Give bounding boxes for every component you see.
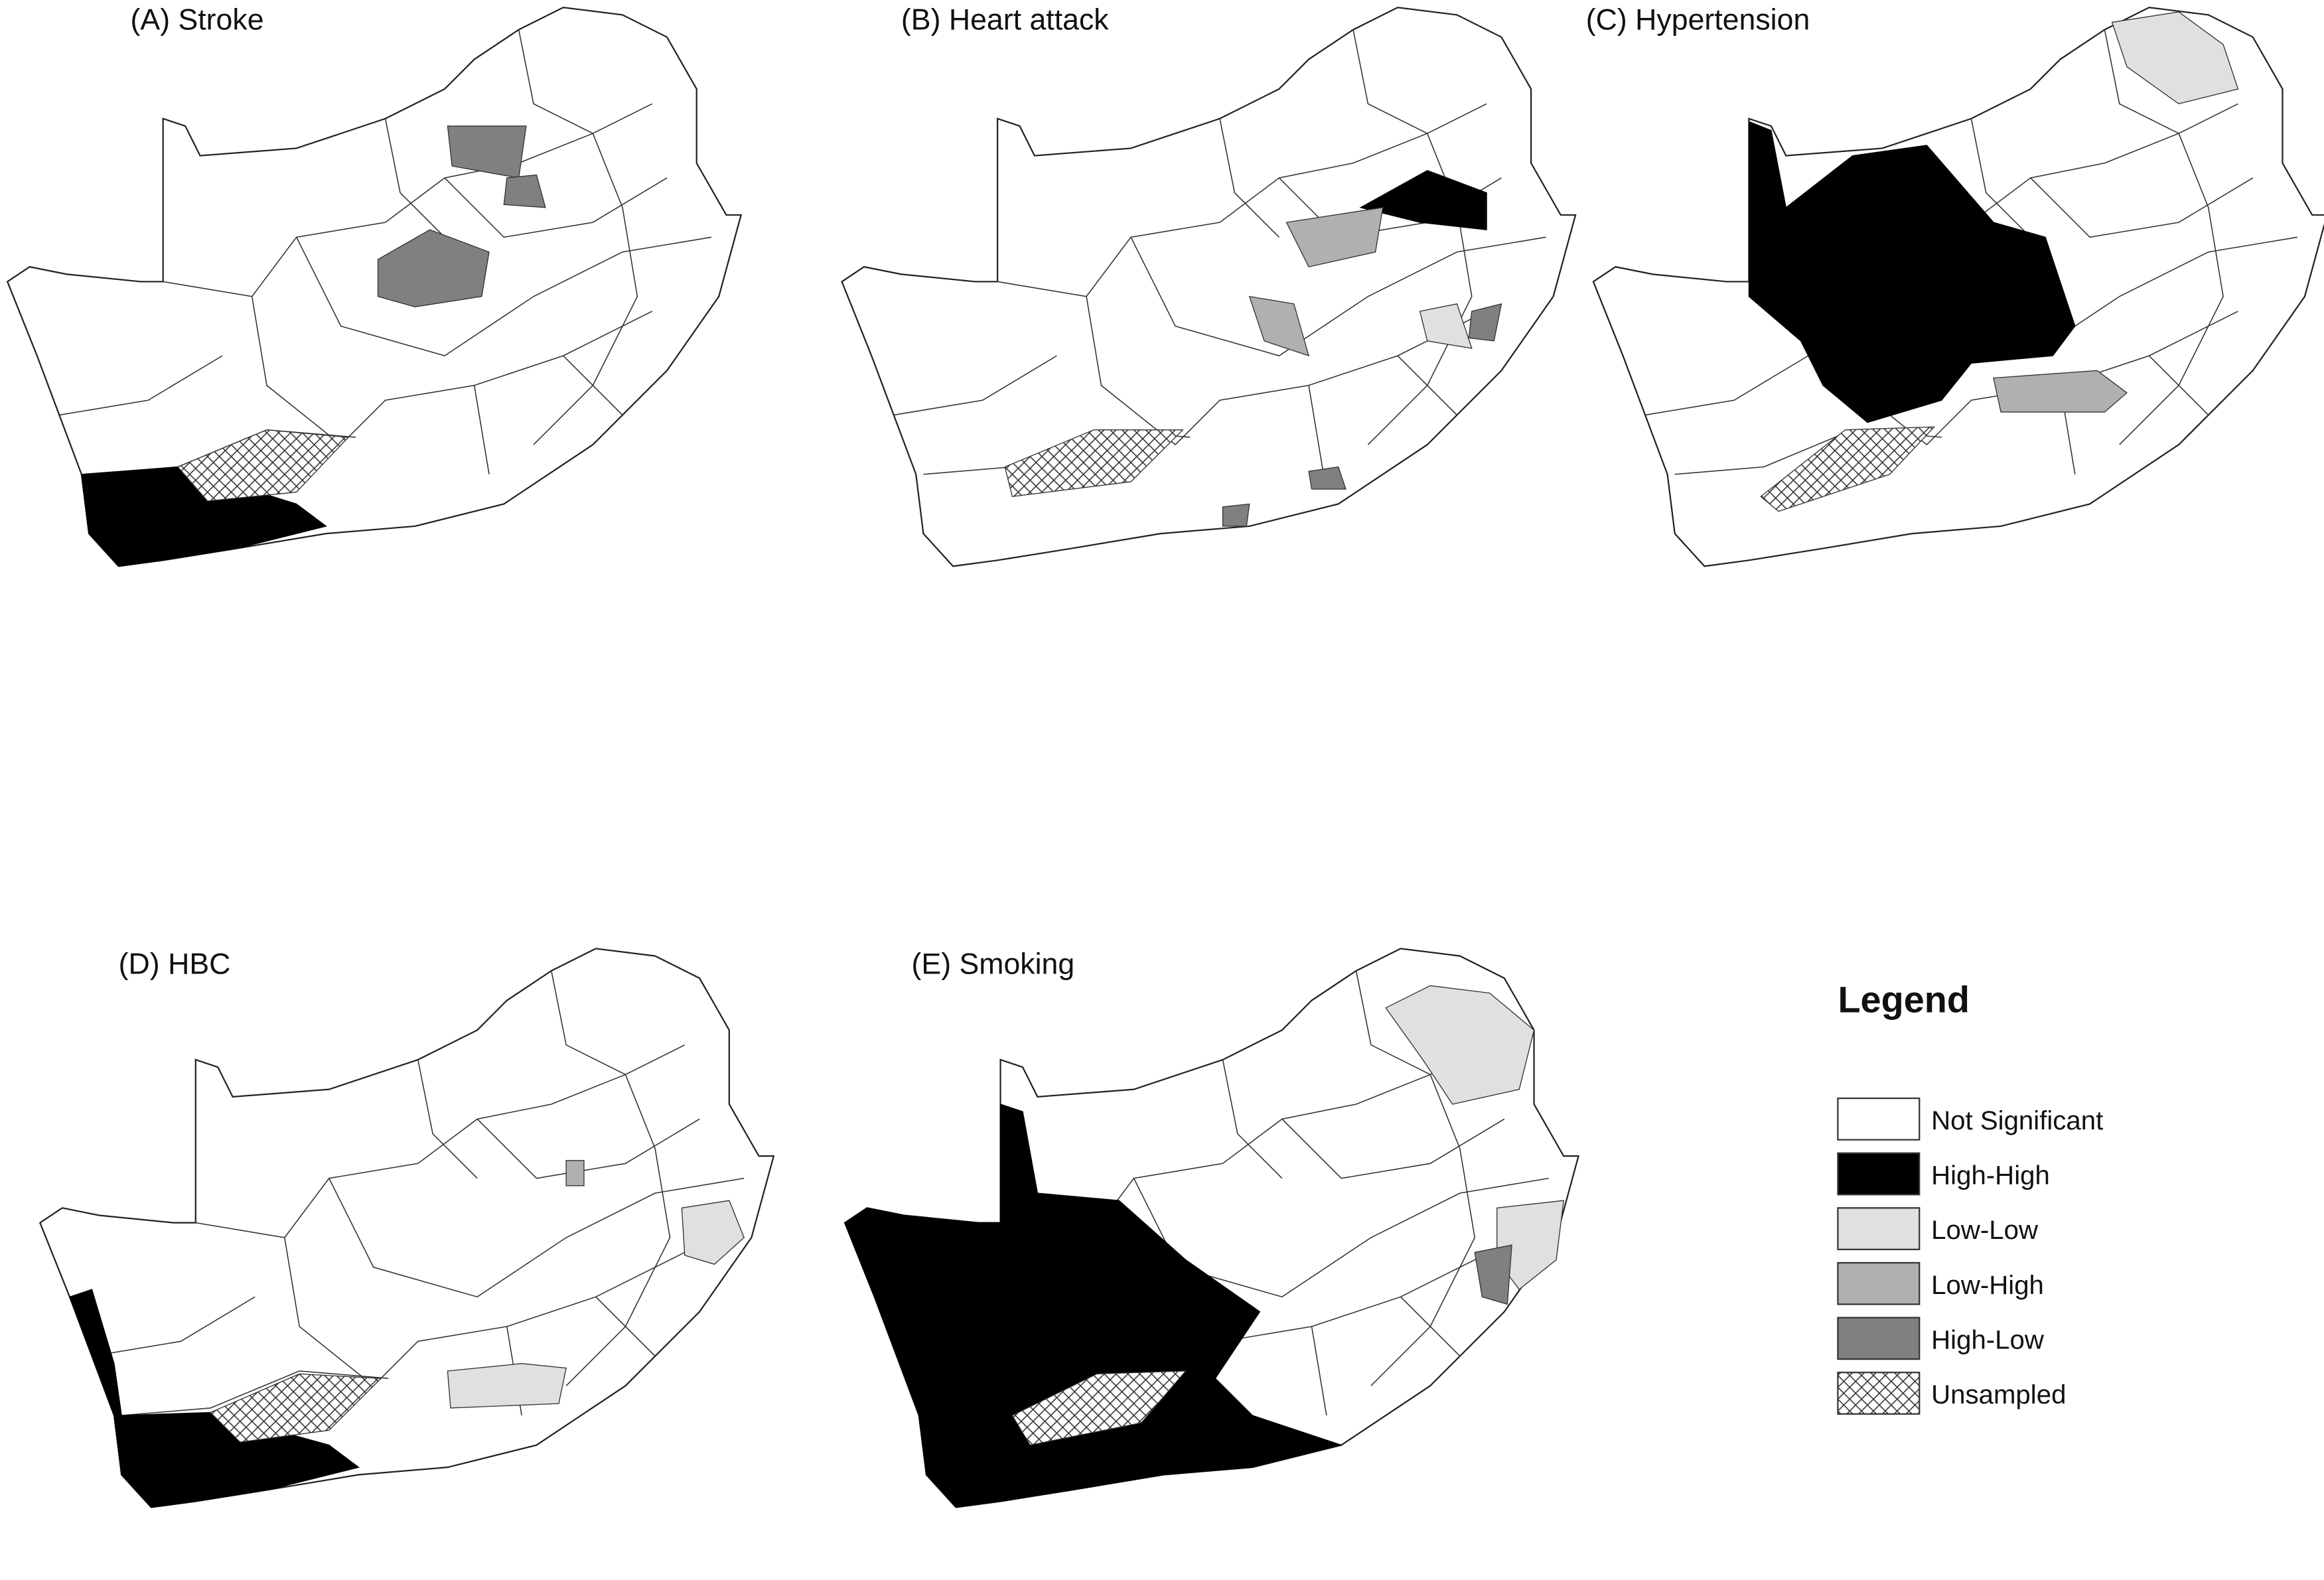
region <box>1004 429 1184 498</box>
region <box>209 1373 382 1443</box>
map-panel: (E) Smoking <box>843 948 1579 1508</box>
region <box>681 1200 745 1265</box>
legend-label: Unsampled <box>1931 1380 2066 1409</box>
panel-title: (A) Stroke <box>131 4 264 36</box>
region <box>503 174 546 208</box>
legend-label: High-High <box>1931 1161 2050 1190</box>
region <box>1993 370 2128 413</box>
map-panel: (A) Stroke <box>7 4 742 567</box>
region <box>1308 466 1346 490</box>
legend-swatch <box>1837 1152 1921 1196</box>
legend-label: Low-High <box>1931 1270 2044 1300</box>
region <box>377 229 490 308</box>
region <box>1222 503 1250 527</box>
region <box>2111 11 2239 105</box>
legend-swatch <box>1837 1261 1921 1305</box>
panel-title: (E) Smoking <box>912 948 1075 980</box>
region <box>1474 1244 1512 1305</box>
legend-title: Legend <box>1838 979 1970 1021</box>
legend-label: Low-Low <box>1931 1215 2039 1245</box>
region <box>1285 206 1384 267</box>
map-panel: (B) Heart attack <box>841 4 1577 567</box>
legend-swatch <box>1837 1207 1921 1250</box>
legend-label: High-Low <box>1931 1325 2045 1354</box>
region <box>1011 1370 1187 1446</box>
panel-title: (C) Hypertension <box>1586 4 1810 36</box>
region <box>1385 985 1535 1105</box>
legend-swatch <box>1837 1097 1921 1141</box>
legend: Legend Not Significant High-High Low-Low… <box>1837 979 2103 1415</box>
region <box>1748 121 2076 423</box>
region <box>1419 303 1473 349</box>
legend-swatch <box>1837 1372 1921 1415</box>
region <box>1468 303 1502 342</box>
region <box>1760 426 1936 512</box>
region <box>447 1363 567 1409</box>
legend-label: Not Significant <box>1931 1106 2103 1135</box>
region <box>1248 295 1310 357</box>
legend-swatch <box>1837 1317 1921 1360</box>
panel-title: (B) Heart attack <box>901 4 1109 36</box>
region <box>844 1104 1343 1508</box>
region <box>69 1289 360 1508</box>
region <box>177 429 350 502</box>
region <box>565 1160 585 1186</box>
panel-title: (D) HBC <box>119 948 231 980</box>
map-outline <box>841 7 1577 567</box>
region <box>1359 170 1487 231</box>
map-panel: (D) HBC <box>39 948 774 1508</box>
map-panel: (C) Hypertension <box>1586 4 2324 567</box>
